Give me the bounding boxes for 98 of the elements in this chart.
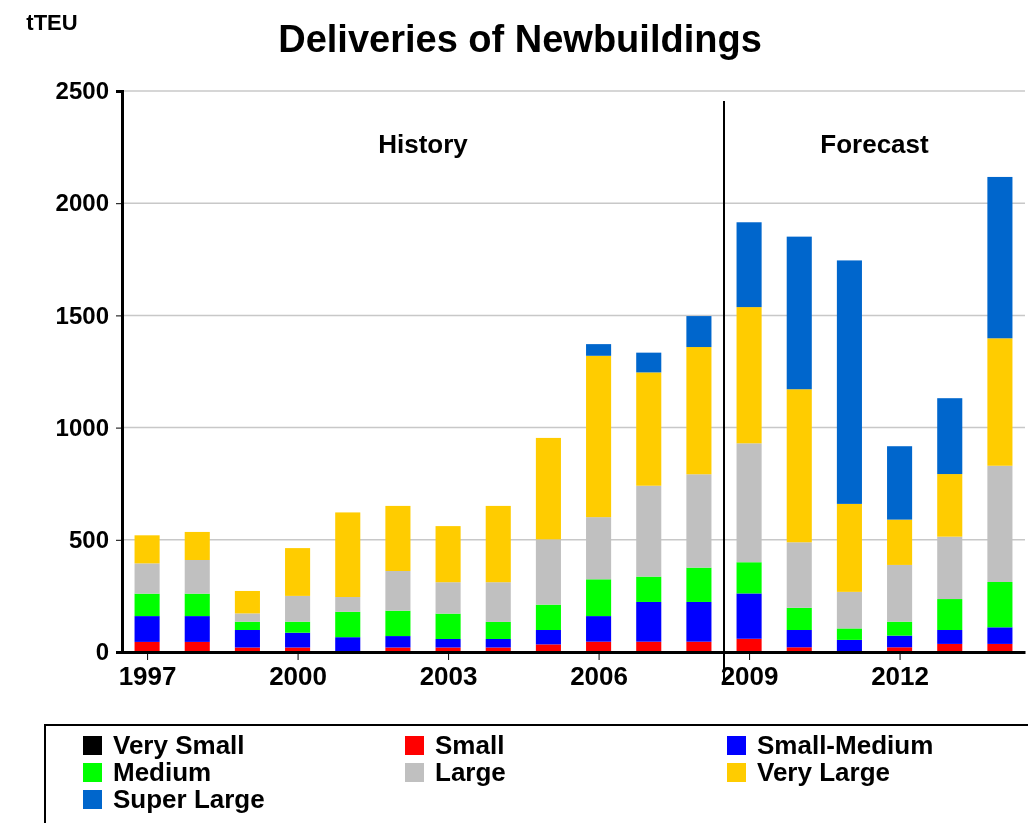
y-tick-label: 2000 bbox=[55, 189, 109, 217]
y-axis-title: tTEU bbox=[26, 10, 78, 35]
bar bbox=[285, 548, 311, 596]
x-tick-label: 2006 bbox=[570, 661, 629, 691]
bar bbox=[385, 636, 411, 648]
bar bbox=[887, 519, 913, 565]
bar bbox=[234, 590, 260, 614]
bar bbox=[686, 601, 712, 642]
bar bbox=[385, 570, 411, 611]
bar bbox=[586, 344, 612, 356]
bar bbox=[485, 505, 511, 583]
bar bbox=[335, 611, 361, 638]
bar bbox=[435, 526, 461, 583]
bar bbox=[736, 307, 762, 444]
legend-label: Super Large bbox=[113, 784, 265, 814]
bar bbox=[234, 613, 260, 622]
bar bbox=[184, 531, 210, 560]
bar bbox=[134, 535, 160, 564]
bar bbox=[485, 621, 511, 639]
bar bbox=[987, 176, 1013, 339]
bar bbox=[987, 627, 1013, 644]
bar bbox=[887, 446, 913, 520]
bar bbox=[485, 638, 511, 648]
bar bbox=[184, 593, 210, 617]
bar bbox=[535, 630, 561, 645]
x-tick-label: 2009 bbox=[720, 661, 779, 691]
bar bbox=[836, 591, 862, 629]
bar bbox=[285, 621, 311, 633]
x-tick-label: 2000 bbox=[269, 661, 328, 691]
bar bbox=[535, 604, 561, 631]
bar bbox=[535, 644, 561, 652]
bar bbox=[385, 505, 411, 571]
bar bbox=[335, 637, 361, 652]
bar bbox=[686, 316, 712, 348]
bar bbox=[987, 338, 1013, 466]
bar bbox=[686, 347, 712, 475]
bar bbox=[786, 542, 812, 608]
bar bbox=[636, 601, 662, 642]
bar bbox=[234, 630, 260, 648]
bar bbox=[836, 503, 862, 592]
bar bbox=[786, 630, 812, 648]
bar bbox=[586, 579, 612, 617]
annotation: Forecast bbox=[820, 129, 930, 159]
bar bbox=[485, 582, 511, 622]
chart-title: Deliveries of Newbuildings bbox=[278, 18, 762, 60]
x-tick-label: 1997 bbox=[118, 661, 177, 691]
bar bbox=[937, 630, 963, 644]
bar bbox=[636, 372, 662, 486]
bar bbox=[535, 437, 561, 540]
bar bbox=[686, 567, 712, 602]
x-tick-label: 2012 bbox=[871, 661, 930, 691]
bar bbox=[887, 564, 913, 622]
bar bbox=[134, 593, 160, 617]
bar bbox=[736, 562, 762, 594]
y-tick-label: 0 bbox=[95, 638, 109, 666]
bar bbox=[636, 352, 662, 373]
bar bbox=[786, 236, 812, 390]
legend-label: Very Small bbox=[113, 730, 245, 760]
bar bbox=[234, 621, 260, 631]
legend-label: Large bbox=[435, 757, 506, 787]
y-tick-label: 500 bbox=[68, 525, 109, 553]
y-tick-label: 1000 bbox=[55, 413, 109, 441]
bar bbox=[184, 616, 210, 642]
bar bbox=[786, 607, 812, 631]
bar bbox=[385, 610, 411, 637]
bar bbox=[586, 355, 612, 518]
bar bbox=[184, 560, 210, 594]
bar bbox=[285, 632, 311, 648]
bar bbox=[887, 635, 913, 648]
bar bbox=[134, 616, 160, 642]
bar bbox=[937, 474, 963, 537]
bar bbox=[134, 563, 160, 594]
x-tick-label: 2003 bbox=[419, 661, 478, 691]
y-tick-label: 1500 bbox=[55, 301, 109, 329]
bar bbox=[887, 621, 913, 636]
bar bbox=[586, 616, 612, 642]
bar bbox=[836, 260, 862, 504]
legend-label: Small bbox=[435, 730, 505, 760]
bar bbox=[636, 576, 662, 602]
bar bbox=[435, 613, 461, 639]
y-tick-label: 2500 bbox=[55, 77, 109, 105]
bar bbox=[987, 581, 1013, 628]
bar bbox=[285, 595, 311, 622]
bar bbox=[736, 222, 762, 308]
bar bbox=[836, 639, 862, 652]
bar bbox=[335, 512, 361, 598]
bar bbox=[786, 389, 812, 543]
legend-label: Very Large bbox=[757, 757, 890, 787]
bar bbox=[435, 638, 461, 648]
bar bbox=[335, 597, 361, 612]
bar bbox=[937, 599, 963, 631]
legend-label: Small-Medium bbox=[757, 730, 934, 760]
bar bbox=[836, 628, 862, 640]
annotation: History bbox=[378, 129, 469, 159]
bar bbox=[736, 638, 762, 652]
bar bbox=[435, 582, 461, 614]
bar bbox=[937, 398, 963, 475]
bar bbox=[736, 593, 762, 639]
